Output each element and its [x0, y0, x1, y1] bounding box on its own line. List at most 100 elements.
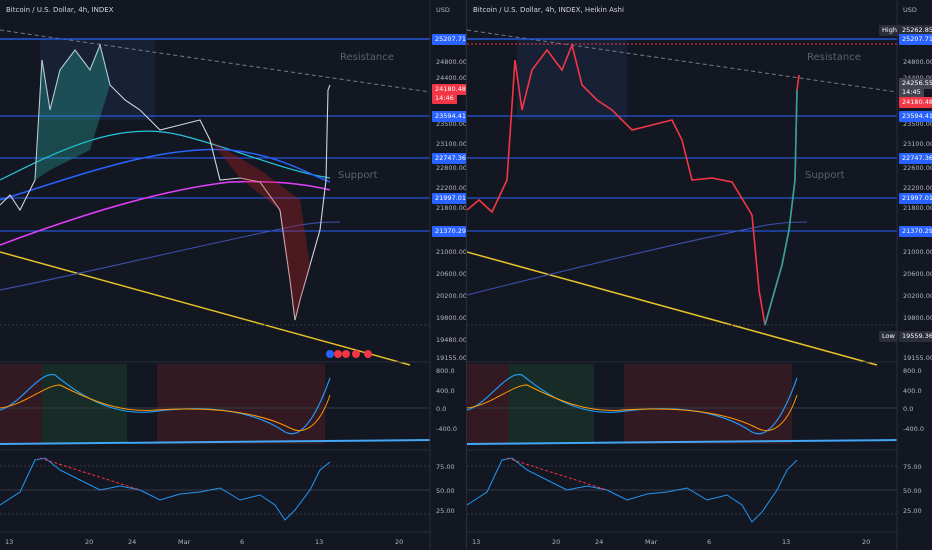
x-label: 13 — [315, 538, 323, 546]
price-tag: 24180.48 — [899, 97, 932, 108]
level-tag: 23594.41 — [432, 111, 470, 122]
y-label: 22800.00 — [436, 164, 466, 172]
y-label: 24400.00 — [436, 74, 466, 82]
resistance-line[interactable] — [467, 29, 898, 93]
ma-cyan — [0, 130, 331, 181]
macd-red-zone — [467, 364, 509, 444]
chart-title[interactable]: Bitcoin / U.S. Dollar, 4h, INDEX — [6, 6, 114, 14]
descending-trendline[interactable] — [467, 251, 878, 366]
descending-trendline[interactable] — [0, 251, 411, 366]
currency-label: USD — [436, 6, 450, 14]
y-label: 19800.00 — [903, 314, 932, 322]
x-label: 6 — [707, 538, 711, 546]
y-label: 21000.00 — [436, 248, 466, 256]
macd-baseline — [467, 439, 898, 445]
y-label: 22200.00 — [436, 184, 466, 192]
level-tag: 22747.36 — [432, 153, 470, 164]
x-label: 13 — [472, 538, 480, 546]
x-label: 24 — [128, 538, 136, 546]
chart-canvas-right[interactable]: Resistance Support 13 20 24 Mar 6 13 20 … — [467, 0, 932, 550]
macd-line — [467, 374, 798, 435]
signal-line — [0, 384, 331, 432]
macd-red-zone-2 — [157, 364, 325, 444]
y-label: 21000.00 — [903, 248, 932, 256]
x-label: 13 — [782, 538, 790, 546]
ma-magenta — [0, 180, 331, 246]
rsi-line — [467, 457, 798, 523]
resistance-label: Resistance — [807, 52, 861, 63]
high-label: High — [879, 25, 900, 36]
countdown-tag: 14:45 — [899, 87, 924, 98]
support-label: Support — [338, 170, 378, 181]
macd-label: -400.0 — [903, 425, 924, 433]
y-label: 22600.00 — [903, 164, 932, 172]
chart-panel-right[interactable]: Resistance Support 13 20 24 Mar 6 13 20 … — [466, 0, 932, 550]
price-series — [0, 43, 331, 321]
macd-baseline — [0, 439, 431, 445]
macd-green-zone — [42, 364, 127, 444]
rsi-divergence — [506, 457, 608, 491]
y-label: 20200.00 — [903, 292, 932, 300]
level-tag: 25207.71 — [432, 34, 470, 45]
y-label: 20200.00 — [436, 292, 466, 300]
y-label: 24800.00 — [903, 58, 932, 66]
ma-blue — [0, 148, 331, 201]
rsi-label: 25.00 — [903, 507, 922, 515]
y-label: 21800.00 — [436, 204, 466, 212]
macd-label: -400.0 — [436, 425, 457, 433]
resistance-line[interactable] — [0, 29, 431, 93]
level-tag: 21997.01 — [432, 193, 470, 204]
level-tag: 22747.36 — [899, 153, 932, 164]
x-label: 20 — [862, 538, 870, 546]
rsi-label: 25.00 — [436, 507, 455, 515]
macd-label: 400.0 — [903, 387, 922, 395]
macd-green-zone — [509, 364, 594, 444]
rsi-line — [0, 457, 331, 521]
event-icons[interactable] — [326, 350, 372, 358]
rsi-divergence — [39, 457, 141, 491]
y-label: 20600.00 — [436, 270, 466, 278]
chart-canvas-left[interactable]: Resistance Support 13 20 24 Mar 6 13 20 — [0, 0, 466, 550]
level-tag: 25207.71 — [899, 34, 932, 45]
y-label: 22200.00 — [903, 184, 932, 192]
x-label: 20 — [395, 538, 403, 546]
range-box — [517, 40, 627, 120]
y-label: 19800.00 — [436, 314, 466, 322]
macd-label: 400.0 — [436, 387, 455, 395]
y-label: 21800.00 — [903, 204, 932, 212]
low-value-tag: 19559.36 — [899, 331, 932, 342]
low-label: Low — [879, 331, 898, 342]
ma-slow — [0, 221, 341, 291]
countdown-tag: 14:46 — [432, 93, 457, 104]
y-label: 19480.00 — [436, 336, 466, 344]
x-label: Mar — [645, 538, 658, 546]
macd-label: 0.0 — [903, 405, 913, 413]
chart-panel-left[interactable]: Resistance Support 13 20 24 Mar 6 13 20 — [0, 0, 470, 550]
y-label: 24800.00 — [436, 58, 466, 66]
y-label: 23100.00 — [436, 140, 466, 148]
y-label: 20600.00 — [903, 270, 932, 278]
ma-slow — [467, 221, 808, 296]
y-label: 19155.00 — [903, 354, 932, 362]
bull-cloud — [35, 45, 110, 180]
y-label: 23500.00 — [903, 120, 932, 128]
resistance-label: Resistance — [340, 52, 394, 63]
y-label: 23500.00 — [436, 120, 466, 128]
x-label: 20 — [552, 538, 560, 546]
rsi-label: 75.00 — [903, 463, 922, 471]
bear-cloud — [210, 140, 310, 320]
macd-label: 800.0 — [903, 367, 922, 375]
x-label: Mar — [178, 538, 191, 546]
price-tag: 24180.48 — [432, 84, 470, 95]
macd-label: 800.0 — [436, 367, 455, 375]
level-tag: 23594.41 — [899, 111, 932, 122]
y-label: 19155.00 — [436, 354, 466, 362]
chart-title[interactable]: Bitcoin / U.S. Dollar, 4h, INDEX, Heikin… — [473, 6, 624, 14]
level-tag: 21370.29 — [899, 226, 932, 237]
macd-label: 0.0 — [436, 405, 446, 413]
support-label: Support — [805, 170, 845, 181]
y-label: 23100.00 — [903, 140, 932, 148]
macd-red-zone-2 — [624, 364, 792, 444]
x-label: 6 — [240, 538, 244, 546]
price-tag: 24256.55 — [899, 78, 932, 89]
